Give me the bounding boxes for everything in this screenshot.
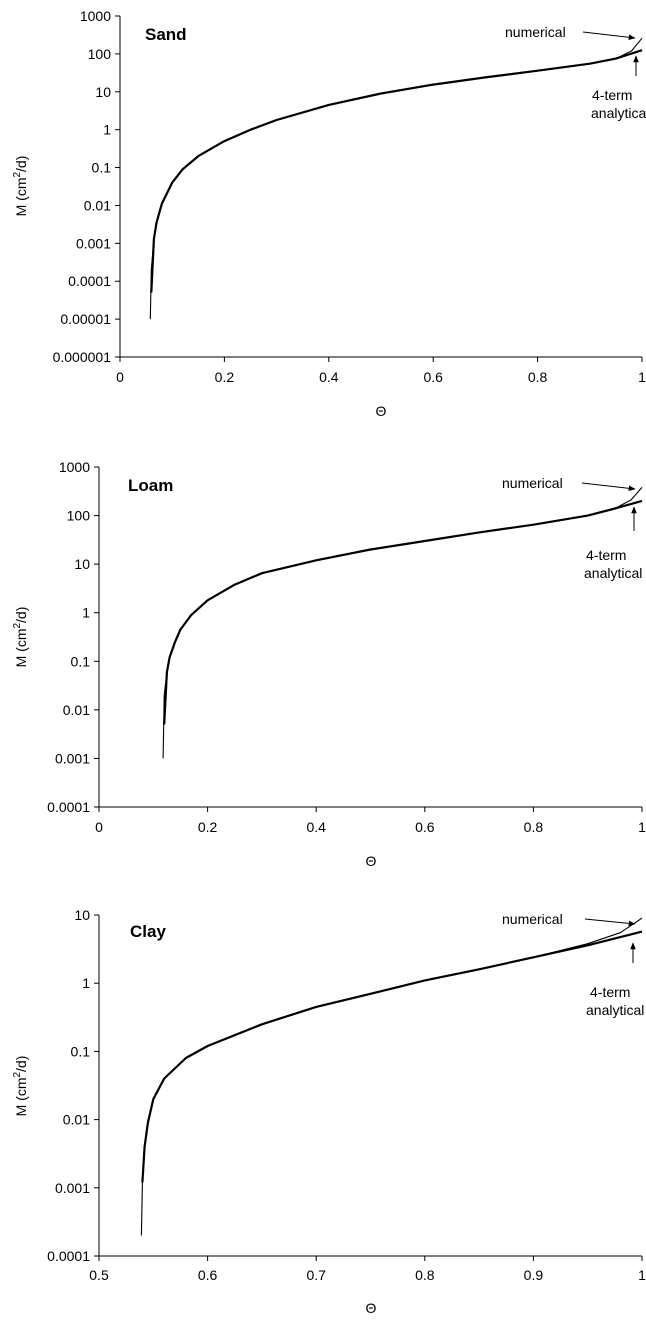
y-axis-label: M (cm2/d) (12, 1056, 29, 1117)
x-tick-label: 1 (638, 819, 646, 835)
panel-loam: 0.0001 0.001 0.01 0.1 1 10 100 1000 0 0.2 0.4 0.6 0.… (12, 459, 646, 869)
x-tick-label: 0.4 (306, 819, 326, 835)
y-tick-label: 100 (88, 46, 112, 62)
numerical-arrow (582, 31, 636, 41)
panel-title: Clay (130, 922, 166, 941)
y-tick-label: 0.01 (84, 197, 111, 213)
annotation-4-term: 4-term (590, 984, 630, 1000)
annotation-analytical: analytical (584, 565, 642, 581)
series-line-numerical (149, 37, 643, 320)
y-tick-label: 0.000001 (53, 349, 112, 365)
annotation-numerical: numerical (502, 911, 563, 927)
x-tick-label: 0.6 (423, 369, 443, 385)
x-tick-label: 0.6 (415, 819, 435, 835)
y-tick-label: 0.1 (92, 160, 112, 176)
y-tick-label: 10 (74, 907, 90, 923)
series-line-analytical (163, 499, 643, 725)
y-tick-label: 1 (82, 975, 90, 991)
x-tick-label: 0.7 (306, 1267, 326, 1283)
annotation-numerical: numerical (502, 475, 563, 491)
x-tick-label: 1 (638, 369, 646, 385)
annotation-4-term: 4-term (586, 547, 626, 563)
y-tick-label: 1000 (80, 8, 111, 24)
x-tick-label: 0 (116, 369, 124, 385)
y-axis-label-end: /d) (13, 1056, 29, 1072)
x-axis-label: Θ (376, 403, 387, 419)
x-tick-label: 0.8 (528, 369, 548, 385)
y-tick-label: 1 (103, 122, 111, 138)
y-tick-label: 0.1 (71, 1043, 91, 1059)
numerical-arrow (581, 482, 636, 492)
y-axis-label: M (cm2/d) (12, 607, 29, 668)
x-tick-label: 0.2 (198, 819, 218, 835)
x-tick-label: 0.4 (319, 369, 339, 385)
y-axis-label: M (cm2/d) (12, 156, 29, 217)
x-tick-label: 0.2 (215, 369, 235, 385)
x-tick-label: 0.8 (415, 1267, 435, 1283)
y-axis-label-end: /d) (13, 156, 29, 172)
x-tick-label: 0 (95, 819, 103, 835)
annotation-analytical: analytical (586, 1002, 644, 1018)
y-tick-label: 0.01 (63, 702, 90, 718)
annotation-numerical: numerical (505, 24, 566, 40)
y-tick-label: 0.00001 (60, 311, 111, 327)
y-tick-label: 0.0001 (47, 1248, 90, 1264)
x-axis-label: Θ (366, 1300, 377, 1316)
series-line-numerical (140, 917, 643, 1236)
y-tick-label: 1 (82, 605, 90, 621)
annotation-4-term: 4-term (592, 87, 632, 103)
y-axis-label-main: M (cm (13, 1078, 29, 1117)
panel-sand: 0.0000010.000010.00010.0010.010.11101001… (12, 8, 646, 419)
y-axis-label-end: /d) (13, 607, 29, 623)
y-tick-label: 0.01 (63, 1112, 90, 1128)
y-tick-label: 0.1 (71, 653, 91, 669)
y-tick-label: 0.0001 (47, 799, 90, 815)
y-tick-label: 0.0001 (68, 273, 111, 289)
y-tick-label: 100 (67, 508, 91, 524)
y-axis-label-sup: 2 (12, 172, 23, 178)
y-tick-label: 1000 (59, 459, 90, 475)
x-tick-label: 0.8 (524, 819, 544, 835)
y-tick-label: 10 (95, 84, 111, 100)
panel-title: Sand (145, 25, 187, 44)
annotation-analytical: analytical (591, 105, 646, 121)
y-axis-label-sup: 2 (12, 623, 23, 629)
y-axis-label-main: M (cm (13, 178, 29, 217)
x-tick-label: 0.5 (89, 1267, 109, 1283)
y-axis-label-sup: 2 (12, 1072, 23, 1078)
y-axis-label-main: M (cm (13, 629, 29, 668)
panel-title: Loam (128, 476, 173, 495)
x-tick-label: 0.6 (198, 1267, 218, 1283)
series-line-analytical (150, 49, 643, 293)
y-tick-label: 0.001 (55, 750, 90, 766)
series-line-numerical (162, 487, 643, 759)
y-tick-label: 10 (74, 556, 90, 572)
y-tick-label: 0.001 (76, 235, 111, 251)
numerical-arrow (584, 918, 636, 927)
y-tick-label: 0.001 (55, 1180, 90, 1196)
x-axis-label: Θ (366, 853, 377, 869)
x-tick-label: 0.9 (524, 1267, 544, 1283)
x-tick-label: 1 (638, 1267, 646, 1283)
series-line-analytical (141, 930, 643, 1183)
panel-clay: 0.0001 0.001 0.01 0.1 1 10 0.5 0.6 0.7 0.8 0.9 1 Θ M … (12, 907, 646, 1316)
